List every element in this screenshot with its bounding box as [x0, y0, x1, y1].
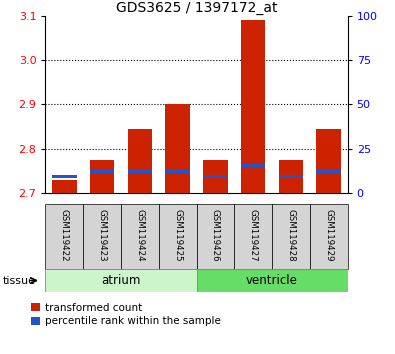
Bar: [241, 164, 265, 167]
Bar: [45, 204, 83, 269]
Bar: [83, 204, 121, 269]
Bar: [310, 204, 348, 269]
Legend: transformed count, percentile rank within the sample: transformed count, percentile rank withi…: [31, 303, 221, 326]
Text: GSM119422: GSM119422: [60, 209, 69, 261]
Bar: [234, 204, 272, 269]
Bar: [128, 170, 152, 173]
Bar: [52, 175, 77, 178]
Text: GSM119425: GSM119425: [173, 209, 182, 261]
Bar: [278, 175, 303, 178]
Text: GSM119426: GSM119426: [211, 209, 220, 261]
Bar: [203, 160, 228, 193]
Text: GSM119423: GSM119423: [98, 209, 107, 261]
Text: GSM119428: GSM119428: [286, 209, 295, 261]
Text: GSM119424: GSM119424: [135, 209, 144, 261]
Bar: [90, 160, 115, 193]
Bar: [197, 204, 234, 269]
Bar: [272, 204, 310, 269]
Bar: [90, 170, 115, 173]
Bar: [121, 204, 159, 269]
Bar: [128, 129, 152, 193]
Bar: [159, 204, 197, 269]
Text: ventricle: ventricle: [246, 274, 298, 287]
Bar: [197, 269, 348, 292]
Bar: [203, 175, 228, 178]
Title: GDS3625 / 1397172_at: GDS3625 / 1397172_at: [116, 1, 277, 15]
Bar: [278, 160, 303, 193]
Bar: [316, 129, 341, 193]
Bar: [316, 170, 341, 173]
Bar: [241, 21, 265, 193]
Bar: [45, 269, 197, 292]
Bar: [166, 170, 190, 173]
Text: GSM119429: GSM119429: [324, 209, 333, 261]
Text: tissue: tissue: [2, 275, 35, 286]
Text: atrium: atrium: [101, 274, 141, 287]
Bar: [52, 180, 77, 193]
Text: GSM119427: GSM119427: [249, 209, 258, 261]
Bar: [166, 104, 190, 193]
